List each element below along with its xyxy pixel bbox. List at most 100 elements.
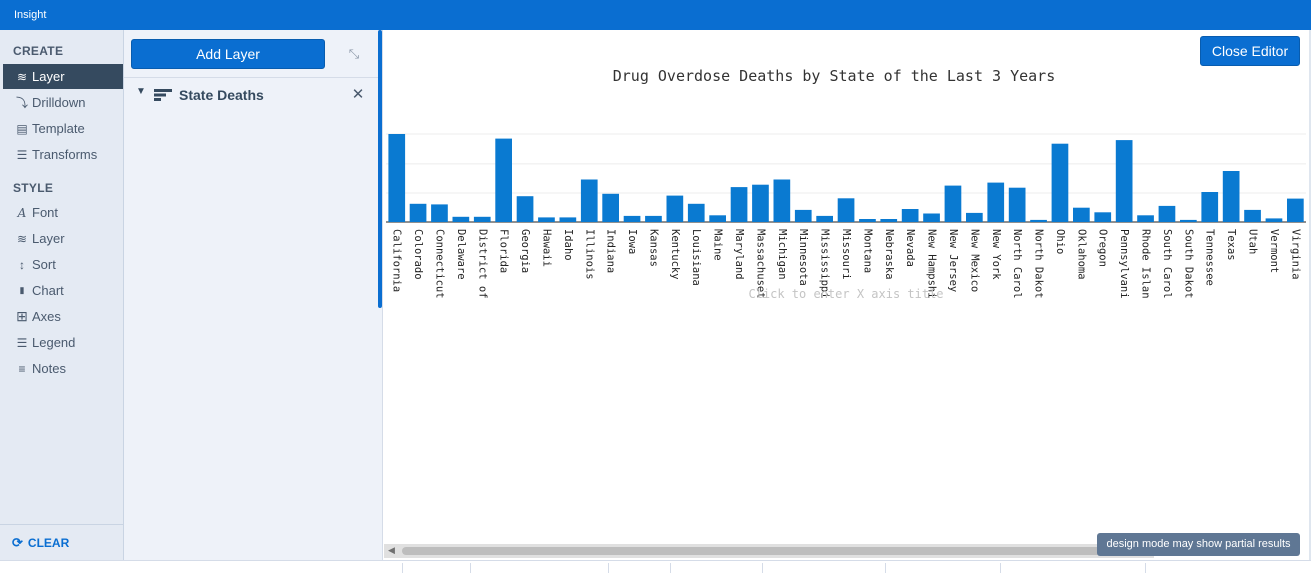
bar-new-hampshi[interactable] [923, 213, 940, 223]
x-tick-label: Tennessee [1204, 229, 1216, 286]
bar-north-carol[interactable] [1008, 187, 1026, 222]
x-tick-label: Texas [1225, 229, 1237, 261]
nav-item-template[interactable]: ▤ Template [3, 116, 123, 141]
bar-missouri[interactable] [837, 198, 855, 222]
x-tick-label: North Dakot [1033, 229, 1045, 299]
chart-bars [388, 134, 1304, 223]
close-icon[interactable]: ✕ [351, 86, 365, 103]
bar-vermont[interactable] [1265, 218, 1283, 222]
legend-icon: ☰ [16, 335, 28, 350]
bar-new-york[interactable] [987, 182, 1005, 222]
bar-colorado[interactable] [409, 203, 427, 222]
x-tick-label: Minnesota [797, 229, 809, 286]
bar-kentucky[interactable] [666, 195, 684, 222]
table-cell [608, 563, 609, 573]
bar-district-of[interactable] [473, 216, 491, 222]
bar-rhode-islan[interactable] [1137, 215, 1154, 222]
x-tick-label: Maryland [733, 229, 745, 280]
bar-minnesota[interactable] [794, 209, 812, 222]
chart-icon: ▮ [19, 285, 25, 295]
font-icon: A [17, 205, 27, 220]
bar-kansas[interactable] [645, 215, 662, 222]
x-tick-label: California [391, 229, 403, 292]
bar-idaho[interactable] [559, 217, 577, 222]
bar-pennsylvani[interactable] [1115, 140, 1133, 222]
template-icon: ▤ [16, 121, 28, 136]
nav-item-label: Sort [32, 257, 56, 272]
x-tick-label: New Hampshi [926, 229, 938, 299]
bar-texas[interactable] [1222, 171, 1240, 222]
bar-new-mexico[interactable] [966, 212, 983, 222]
bar-michigan[interactable] [773, 179, 791, 223]
bar-new-jersey[interactable] [944, 185, 962, 222]
nav-item-axes[interactable]: ⊞ Axes [3, 304, 123, 329]
layer-panel: Add Layer ⤡ ▼ State Deaths ✕ [124, 30, 383, 560]
collapse-icon[interactable]: ⤡ [348, 46, 360, 61]
bar-virginia[interactable] [1287, 198, 1304, 222]
panel-scroll-indicator[interactable] [378, 30, 382, 308]
table-cell [1145, 563, 1146, 573]
close-editor-button[interactable]: Close Editor [1200, 36, 1300, 66]
bar-iowa[interactable] [623, 215, 641, 222]
x-tick-label: South Carol [1161, 229, 1173, 299]
add-layer-button[interactable]: Add Layer [131, 39, 325, 69]
x-axis-title[interactable]: Click to enter X axis title [748, 287, 943, 301]
bar-nebraska[interactable] [880, 219, 898, 222]
x-tick-label: New York [990, 229, 1002, 280]
bar-ohio[interactable] [1051, 143, 1069, 222]
scroll-thumb[interactable] [402, 547, 1142, 555]
x-tick-label: Nebraska [883, 229, 895, 280]
bar-maryland[interactable] [730, 187, 748, 222]
bar-indiana[interactable] [602, 193, 619, 222]
axes-icon: ⊞ [16, 308, 28, 324]
scroll-left-icon[interactable]: ◀ [388, 545, 395, 555]
nav-item-label: Transforms [32, 147, 98, 162]
x-tick-label: Michigan [776, 229, 788, 280]
bar-montana[interactable] [859, 219, 876, 222]
bar-louisiana[interactable] [687, 203, 705, 222]
bar-georgia[interactable] [516, 196, 534, 222]
bar-hawaii[interactable] [538, 217, 555, 222]
bar-illinois[interactable] [580, 179, 598, 223]
bar-oklahoma[interactable] [1073, 207, 1090, 222]
nav-item-create-layer[interactable]: ≋ Layer [3, 64, 123, 89]
x-tick-label: Utah [1247, 229, 1259, 254]
x-tick-label: New Jersey [947, 229, 959, 292]
bar-maine[interactable] [709, 215, 726, 222]
nav-item-chart[interactable]: ▮ Chart [3, 278, 123, 303]
nav-item-notes[interactable]: ≡ Notes [3, 356, 123, 381]
nav-item-legend[interactable]: ☰ Legend [3, 330, 123, 355]
nav-item-sort[interactable]: ↕ Sort [3, 252, 123, 277]
x-tick-label: Hawaii [541, 229, 553, 267]
bar-oregon[interactable] [1094, 212, 1112, 222]
bar-south-dakot[interactable] [1180, 219, 1197, 222]
bar-florida[interactable] [495, 138, 512, 222]
bar-nevada[interactable] [901, 209, 919, 222]
bar-south-carol[interactable] [1158, 205, 1176, 222]
chevron-down-icon[interactable]: ▼ [136, 86, 146, 97]
nav-item-font[interactable]: A Font [3, 200, 123, 225]
bar-connecticut[interactable] [431, 204, 448, 222]
table-cell [470, 563, 471, 573]
x-tick-label: Oregon [1097, 229, 1109, 267]
nav-item-drilldown[interactable]: ⤵ Drilldown [3, 90, 123, 115]
bar-chart: California Colorado Connecticut Delaware Dis… [386, 67, 1306, 301]
clear-button[interactable]: ⟳ CLEAR [0, 524, 124, 560]
nav-item-style-layer[interactable]: ≋ Layer [3, 226, 123, 251]
nav-item-label: Legend [32, 335, 76, 350]
x-tick-label: South Dakot [1182, 229, 1194, 299]
bar-delaware[interactable] [452, 216, 470, 222]
x-tick-label: Kentucky [669, 229, 681, 280]
bar-north-dakot[interactable] [1030, 219, 1047, 222]
x-tick-label: Mississippi [819, 229, 831, 299]
bar-california[interactable] [388, 134, 406, 222]
x-tick-label: Pennsylvani [1118, 229, 1130, 299]
bar-utah[interactable] [1244, 209, 1261, 222]
horizontal-scrollbar[interactable]: ◀ [384, 544, 1154, 558]
bar-tennessee[interactable] [1201, 192, 1219, 222]
bar-massachuset[interactable] [752, 184, 769, 222]
nav-item-transforms[interactable]: ☰ Transforms [3, 142, 123, 167]
bar-mississippi[interactable] [816, 215, 833, 222]
sort-icon: ↕ [19, 257, 25, 272]
layer-item[interactable]: ▼ State Deaths ✕ [124, 82, 382, 108]
